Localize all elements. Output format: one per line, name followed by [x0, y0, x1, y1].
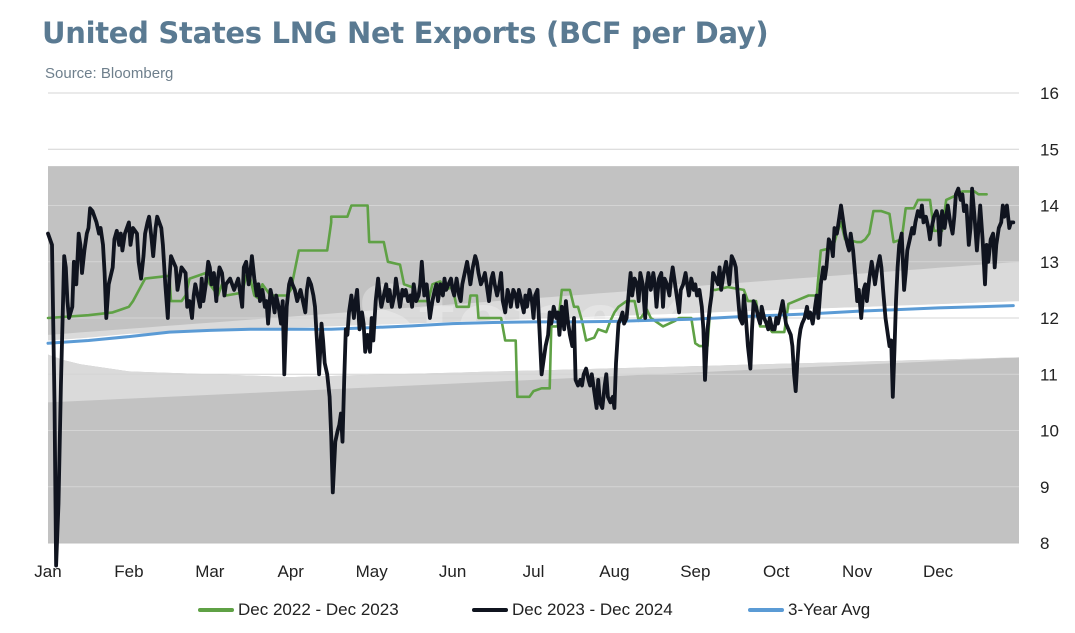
legend-label: 3-Year Avg [788, 600, 871, 619]
x-tick-label: Nov [842, 562, 873, 581]
y-tick-label: 14 [1040, 197, 1059, 216]
gridlines [48, 92, 1019, 544]
chart-subtitle: Source: Bloomberg [45, 65, 174, 82]
chart-title: United States LNG Net Exports (BCF per D… [42, 16, 769, 50]
y-tick-label: 12 [1040, 309, 1059, 328]
series-lines [46, 186, 1016, 568]
legend-swatch [748, 608, 784, 612]
legend-swatch [198, 608, 234, 612]
y-tick-label: 16 [1040, 84, 1059, 103]
series-line-3 [46, 304, 1015, 345]
x-tick-label: Jul [523, 562, 545, 581]
x-tick-label: Sep [680, 562, 710, 581]
legend-label: Dec 2022 - Dec 2023 [238, 600, 399, 619]
x-tick-label: Oct [763, 562, 790, 581]
legend-item: Dec 2023 - Dec 2024 [472, 600, 673, 620]
y-tick-label: 8 [1040, 534, 1049, 553]
legend-label: Dec 2023 - Dec 2024 [512, 600, 673, 619]
y-tick-label: 11 [1040, 365, 1058, 384]
x-tick-label: Apr [278, 562, 305, 581]
legend-item: Dec 2022 - Dec 2023 [198, 600, 399, 620]
x-axis: Jan Feb Mar Apr May Jun Jul Aug Sep Oct Nov Dec [34, 562, 953, 581]
x-tick-label: Feb [114, 562, 143, 581]
y-tick-label: 10 [1040, 422, 1059, 441]
legend-item: 3-Year Avg [748, 600, 870, 620]
legend-swatch [472, 608, 508, 612]
y-tick-label: 15 [1040, 140, 1059, 159]
background-bands [48, 166, 1019, 543]
x-tick-label: Jan [34, 562, 61, 581]
y-axis: 8 9 10 11 12 13 14 15 16 [1040, 84, 1059, 553]
x-tick-label: Jun [439, 562, 466, 581]
legend: Dec 2022 - Dec 2023 Dec 2023 - Dec 2024 … [0, 600, 1075, 626]
y-tick-label: 13 [1040, 253, 1059, 272]
band-light-lower [48, 354, 1019, 403]
y-tick-label: 9 [1040, 478, 1049, 497]
x-tick-label: Mar [195, 562, 225, 581]
x-tick-label: Dec [923, 562, 954, 581]
x-tick-label: Aug [599, 562, 629, 581]
x-tick-label: May [356, 562, 389, 581]
series-line-2 [46, 186, 1016, 568]
